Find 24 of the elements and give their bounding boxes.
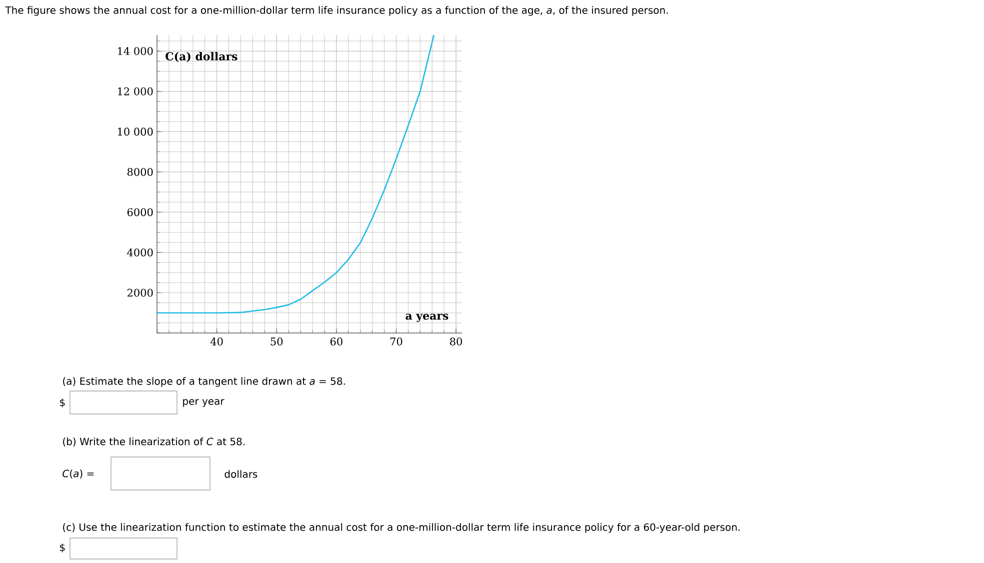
y-tick-label: 2000 bbox=[127, 288, 153, 297]
x-tick-label: 50 bbox=[270, 338, 283, 346]
text: (a) Estimate the slope of a tangent line drawn at a = 58. bbox=[63, 377, 345, 387]
text: (b) Write the linearization of C at 58. bbox=[63, 438, 244, 446]
y-tick-label: 8000 bbox=[127, 168, 153, 176]
y-tick-label: 12 000 bbox=[118, 87, 153, 96]
x-tick-label: 40 bbox=[210, 338, 223, 346]
text: dollars bbox=[224, 470, 258, 478]
y-axis-title: C(a) dollars bbox=[166, 52, 238, 62]
x-tick-label: 60 bbox=[330, 338, 342, 346]
x-tick-label: 80 bbox=[450, 338, 462, 346]
y-tick-label: 10 000 bbox=[118, 128, 153, 136]
text: $ bbox=[60, 543, 65, 553]
y-tick-label: 4000 bbox=[127, 248, 153, 256]
y-tick-label: 6000 bbox=[127, 208, 153, 216]
text: C(a) = bbox=[62, 470, 94, 478]
x-axis-title: a years bbox=[406, 314, 448, 322]
line-series bbox=[157, 35, 435, 314]
text: per year bbox=[183, 399, 224, 407]
chart-title: The figure shows the annual cost for a one-million-dollar term life insurance policy as a function of the age, a, of the insured person. bbox=[5, 6, 668, 16]
text: $ bbox=[60, 398, 65, 408]
x-tick-label: 70 bbox=[390, 338, 402, 346]
y-tick-label: 14 000 bbox=[118, 47, 153, 56]
text: (c) Use the linearization function to estimate the annual cost for a one-million-dollar term life insurance policy for a 60-year-old person. bbox=[63, 523, 740, 533]
